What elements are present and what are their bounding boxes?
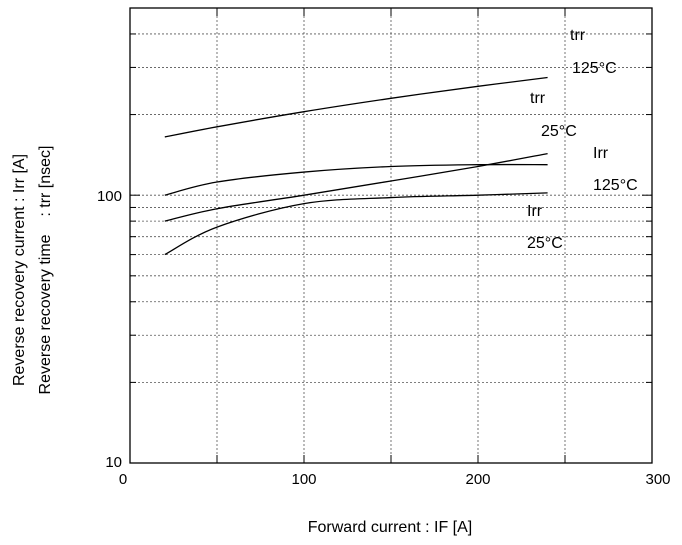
x-tick-label: 100 (291, 471, 316, 488)
grid-lines (130, 8, 652, 463)
data-series (164, 76, 548, 256)
x-tick-label: 300 (645, 471, 670, 488)
x-axis-title: Forward current : IF [A] (308, 519, 472, 536)
x-tick-label: 0 (119, 471, 127, 488)
x-tick-label: 200 (465, 471, 490, 488)
series-line-trr25 (164, 163, 548, 196)
annotation-irr-125: Irr (593, 145, 609, 162)
annotation-trr-125: trr (570, 27, 586, 44)
annotation-irr-125-temp: 125°C (593, 177, 638, 194)
series-line-irr125 (164, 152, 548, 222)
series-line-trr125 (164, 76, 548, 138)
y-axis-title-line1: Reverse recovery current : Irr [A] (11, 154, 28, 386)
y-axis-title-line2: Reverse recovery time : trr [nsec] (37, 146, 54, 395)
y-tick-label: 100 (97, 188, 122, 205)
axis-ticks (130, 8, 652, 463)
y-tick-label: 10 (105, 454, 122, 471)
annotation-irr-25-temp: 25°C (527, 235, 563, 252)
annotation-trr-25: trr (530, 90, 546, 107)
annotation-irr-25: Irr (527, 203, 543, 220)
series-line-irr25 (164, 192, 548, 256)
annotation-trr-125-temp: 125°C (572, 60, 617, 77)
annotation-trr-25-temp: 25°C (541, 123, 577, 140)
